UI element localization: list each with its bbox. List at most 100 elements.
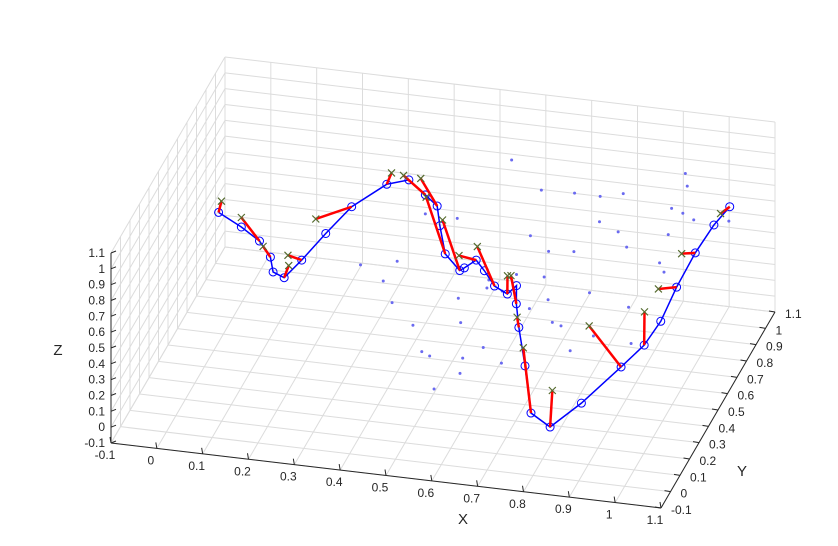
- back-wall-gridline: [224, 104, 776, 170]
- scatter-point: [573, 191, 577, 195]
- y-tick-label: 0.8: [757, 356, 774, 370]
- scatter-point: [681, 211, 685, 215]
- x-tick-mark: [155, 442, 158, 449]
- curve-marker: [265, 252, 275, 262]
- back-wall-gridline: [224, 72, 776, 139]
- x-tick-mark: [659, 501, 662, 509]
- scatter-point: [598, 220, 601, 224]
- x-tick-mark: [430, 474, 433, 481]
- scatter-point: [683, 172, 687, 176]
- x-tick-label: -0.1: [95, 448, 116, 462]
- x-tick-mark: [522, 485, 524, 492]
- floor-gridline: [120, 426, 671, 493]
- curve-marker: [490, 281, 500, 291]
- floor-gridline: [215, 262, 766, 329]
- scatter-point: [528, 234, 532, 238]
- scatter-point: [542, 275, 546, 279]
- z-tick-label: 0.5: [88, 341, 105, 355]
- x-tick-label: 0: [147, 453, 154, 467]
- scatter-point: [658, 261, 662, 265]
- cross-marker: [519, 343, 528, 352]
- x-tick-label: 0.6: [417, 486, 434, 500]
- cross-marker: [455, 251, 463, 260]
- normal-arrow: [385, 172, 393, 185]
- y-tick-mark: [683, 457, 690, 460]
- x-tick-mark: [109, 436, 112, 444]
- cross-marker: [640, 307, 649, 316]
- cross-marker: [677, 249, 686, 258]
- axis-layer: [109, 250, 776, 509]
- scatter-point: [591, 334, 595, 338]
- curve-marker: [432, 201, 442, 211]
- scatter-point: [670, 206, 674, 210]
- side-wall-gridline: [110, 167, 226, 365]
- x-tick-label: 1: [606, 508, 613, 522]
- scatter-point: [627, 305, 631, 309]
- z-tick-mark: [110, 313, 117, 317]
- y-tick-mark: [673, 473, 681, 476]
- z-tick-label: 0.7: [88, 309, 105, 323]
- z-tick-mark: [110, 361, 117, 365]
- y-tick-label: 0.9: [766, 340, 783, 354]
- side-wall-gridline: [110, 183, 226, 380]
- side-wall-gridline: [110, 151, 226, 349]
- normal-arrow: [658, 285, 677, 291]
- x-tick-label: 0.1: [188, 459, 205, 473]
- curve-layer: [214, 175, 735, 432]
- scatter-point: [432, 387, 436, 391]
- side-wall-gridline: [110, 72, 226, 270]
- z-tick-mark: [110, 282, 117, 286]
- side-wall-gridline: [110, 56, 226, 254]
- z-tick-mark: [110, 440, 117, 444]
- scatter-point: [547, 249, 551, 253]
- normal-arrow: [441, 219, 461, 271]
- z-tick-mark: [110, 266, 117, 270]
- floor-gridline: [186, 311, 738, 378]
- scatter-point: [459, 321, 463, 325]
- back-wall-gridline: [224, 56, 776, 123]
- curve-marker: [455, 266, 465, 276]
- y-tick-label: 0.2: [700, 454, 717, 468]
- scatter-point: [458, 371, 462, 375]
- cross-marker: [654, 285, 663, 293]
- x-tick-mark: [201, 447, 204, 454]
- cross-marker: [284, 261, 293, 270]
- x-tick-label: 0.2: [234, 464, 251, 478]
- x-tick-mark: [338, 464, 341, 471]
- z-tick-label: 0.8: [88, 294, 105, 308]
- normal-arrow: [282, 265, 290, 279]
- scatter-point: [629, 342, 633, 345]
- floor-gridline: [129, 409, 681, 476]
- y-tick-label: 0.3: [709, 438, 726, 452]
- cross-marker: [311, 215, 320, 223]
- cross-marker: [416, 174, 425, 183]
- back-wall-gridline: [224, 183, 776, 250]
- y-tick-label: 0.6: [738, 389, 755, 403]
- side-wall-gridline: [110, 246, 226, 444]
- normal-arrow: [588, 325, 623, 368]
- cross-marker: [259, 242, 268, 251]
- scatter-point: [423, 212, 427, 216]
- normal-arrow: [509, 275, 518, 305]
- z-tick-label: 0: [98, 420, 105, 434]
- normal-arrow: [240, 216, 261, 242]
- scatter-point: [481, 346, 485, 350]
- tick-layer: -0.1 0 0.1 0.2 0.3 0.4 0.5 0.6 0.7 0.8 0.9 1 1.1-0.1…: [84, 246, 802, 527]
- curve-marker: [347, 202, 357, 212]
- cross-marker: [507, 271, 515, 280]
- side-wall-gridline: [110, 215, 226, 412]
- cross-marker: [217, 197, 226, 206]
- z-tick-label: 0.1: [88, 404, 105, 418]
- curve-marker: [459, 263, 469, 273]
- y-tick-mark: [702, 424, 709, 427]
- x-tick-label: 0.7: [463, 491, 480, 505]
- normal-arrow: [315, 205, 353, 221]
- curve-marker: [236, 222, 246, 232]
- normal-arrow: [515, 317, 521, 328]
- back-wall-gridline: [224, 151, 776, 218]
- side-wall-gridline: [110, 230, 226, 428]
- back-wall-gridline: [224, 230, 776, 297]
- cross-marker: [399, 171, 408, 180]
- scatter-point: [485, 286, 489, 290]
